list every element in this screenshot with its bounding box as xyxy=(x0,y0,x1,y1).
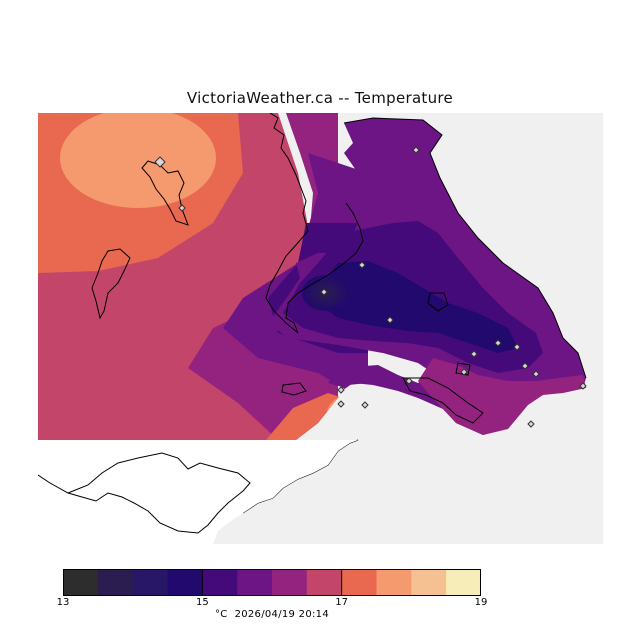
colorbar-swatch xyxy=(132,569,168,596)
south-land-outline xyxy=(38,452,251,534)
islet-outline-2 xyxy=(281,382,307,396)
colorbar-swatch xyxy=(446,569,481,596)
station-marker[interactable] xyxy=(178,204,186,212)
colorbar-swatch xyxy=(341,569,377,596)
colorbar-swatch xyxy=(272,569,308,596)
colorbar-tick-marks xyxy=(63,569,481,596)
colorbar-tick-label: 19 xyxy=(474,597,488,608)
contour-17-5 xyxy=(60,113,216,208)
island-west-outline xyxy=(91,248,131,320)
station-marker[interactable] xyxy=(337,400,345,408)
colorbar-tick-label: 15 xyxy=(195,597,209,608)
colorbar-tick-label: 13 xyxy=(56,597,70,608)
temperature-map xyxy=(38,113,603,544)
islet-outline xyxy=(427,292,449,312)
legend-timestamp: 2026/04/19 20:14 xyxy=(234,609,329,620)
station-marker[interactable] xyxy=(320,288,328,296)
station-marker[interactable] xyxy=(154,156,166,168)
temperature-colorbar xyxy=(63,569,481,596)
station-marker[interactable] xyxy=(460,368,468,376)
east-temperature-field xyxy=(268,118,586,435)
contour-15-5-east xyxy=(418,358,586,435)
station-marker[interactable] xyxy=(405,377,413,385)
station-marker[interactable] xyxy=(361,401,369,409)
station-marker[interactable] xyxy=(532,370,540,378)
colorbar-swatches xyxy=(63,569,481,596)
station-marker[interactable] xyxy=(494,339,502,347)
station-marker[interactable] xyxy=(521,362,529,370)
peninsula-coastline xyxy=(285,202,364,334)
colorbar-swatch xyxy=(97,569,134,596)
south-land-mass xyxy=(38,440,358,544)
colorbar-swatch xyxy=(63,569,99,596)
station-marker[interactable] xyxy=(358,261,366,269)
colorbar-tick-label: 17 xyxy=(335,597,349,608)
legend-footer: °C 2026/04/19 20:14 xyxy=(215,609,329,620)
colorbar-swatch xyxy=(376,569,412,596)
colorbar-swatch xyxy=(202,569,238,596)
islet-outline-3 xyxy=(455,362,471,376)
colorbar-swatch xyxy=(237,569,273,596)
west-coastline xyxy=(265,113,309,334)
station-marker[interactable] xyxy=(527,420,535,428)
station-marker[interactable] xyxy=(470,350,478,358)
station-marker[interactable] xyxy=(412,146,420,154)
legend-unit: °C xyxy=(215,609,228,620)
colorbar-swatch xyxy=(411,569,447,596)
station-marker[interactable] xyxy=(513,343,521,351)
station-markers xyxy=(154,146,587,428)
station-marker[interactable] xyxy=(337,386,345,394)
island-north-outline xyxy=(141,160,189,226)
colorbar-swatch xyxy=(167,569,203,596)
map-title: VictoriaWeather.ca -- Temperature xyxy=(186,89,454,107)
station-marker[interactable] xyxy=(386,316,394,324)
contour-14-5-east xyxy=(318,261,518,353)
northeast-coastline xyxy=(343,117,587,379)
south-island-outline xyxy=(402,377,484,424)
colorbar-swatch xyxy=(306,569,343,596)
station-marker[interactable] xyxy=(579,382,587,390)
